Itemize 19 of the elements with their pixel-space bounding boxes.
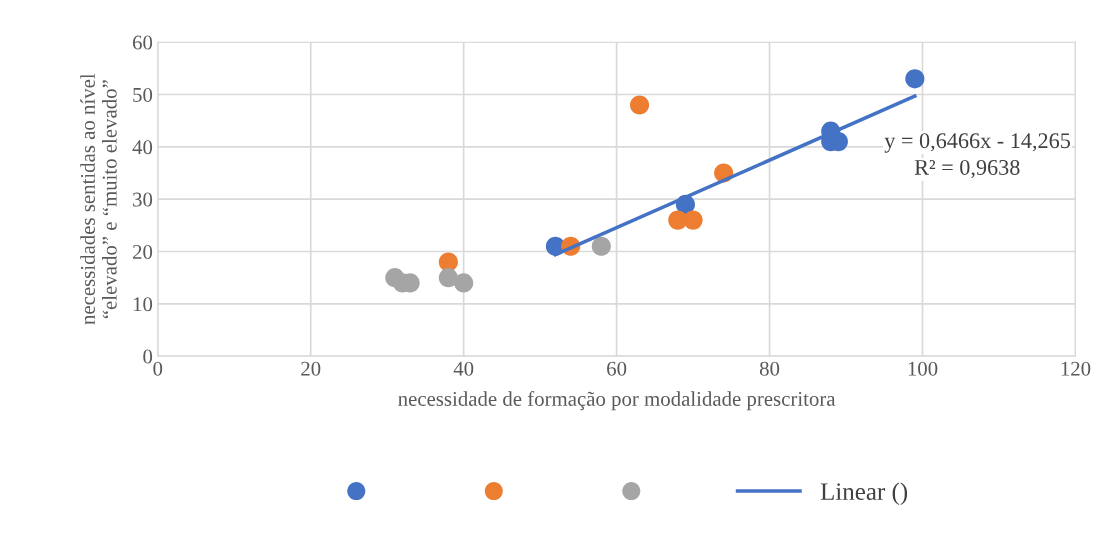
- x-tick-label: 0: [153, 361, 163, 376]
- y-tick-label: 0: [143, 349, 153, 364]
- y-tick-label: 20: [132, 244, 153, 259]
- x-axis-title: necessidade de formação por modalidade prescritora: [398, 391, 836, 411]
- y-tick-label: 30: [133, 192, 153, 207]
- x-tick-label: 20: [301, 361, 321, 376]
- y-tick-label: 50: [133, 87, 153, 102]
- annotation: R² = 0,9638: [914, 159, 1020, 179]
- x-tick-label: 100: [908, 361, 938, 376]
- x-tick-label: 40: [453, 361, 474, 376]
- x-tick-label: 60: [607, 361, 627, 376]
- x-tick-label: 80: [759, 361, 780, 376]
- y-axis-title: necessidades sentidas ao nível “elevado” e “muito elevado”: [80, 73, 117, 325]
- y-tick-label: 40: [132, 140, 153, 155]
- y-tick-label: 10: [133, 297, 153, 312]
- y-tick-label: 60: [132, 35, 153, 50]
- annotation: y = 0,6466x - 14,265: [884, 133, 1070, 153]
- x-tick-label: 120: [1061, 361, 1091, 376]
- legend-label: Linear (): [820, 482, 908, 506]
